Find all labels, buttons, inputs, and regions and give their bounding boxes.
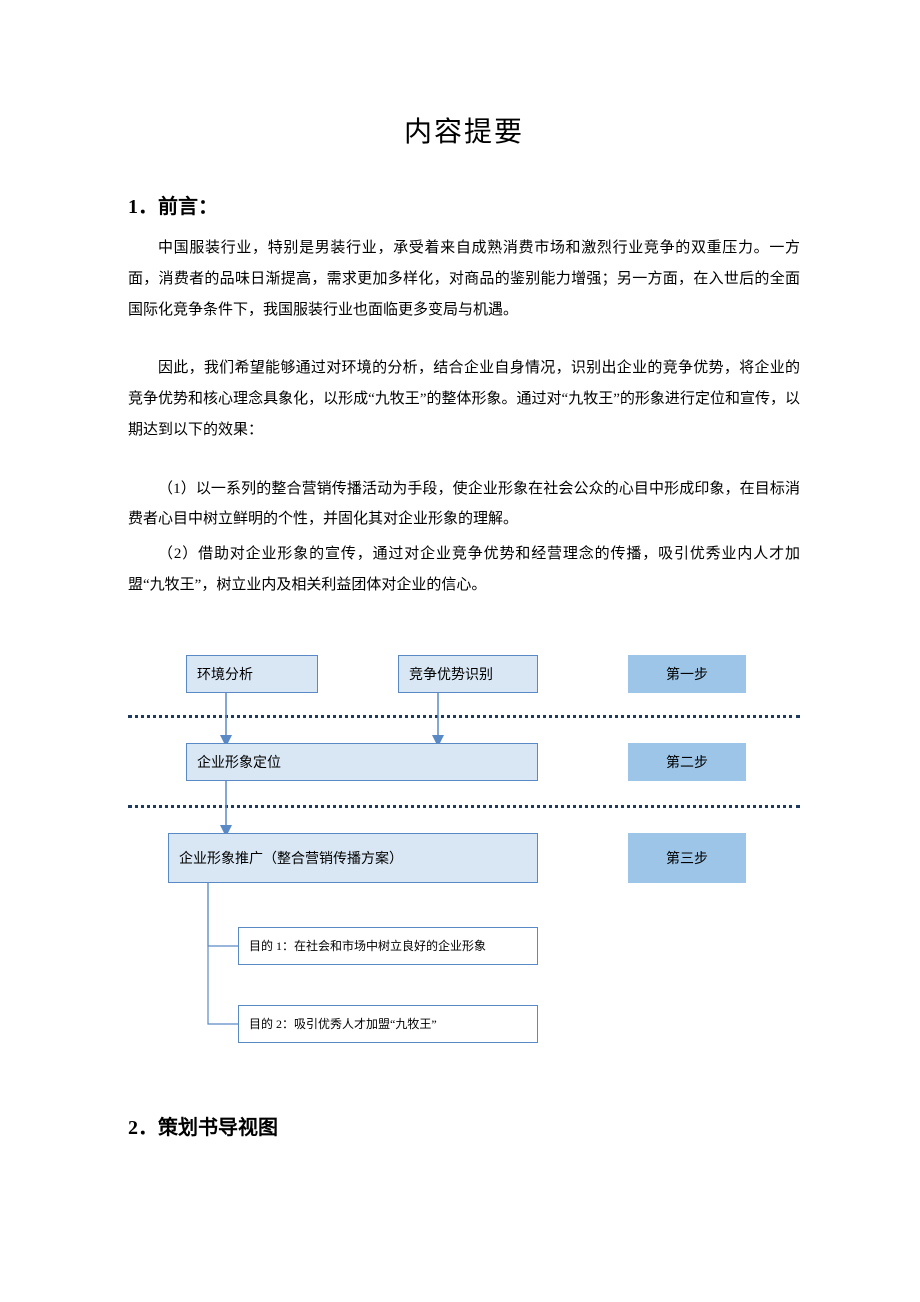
flow-step-2: 第二步 [628, 743, 746, 781]
flow-node-pos: 企业形象定位 [186, 743, 538, 781]
section-2-heading: 2．策划书导视图 [128, 1111, 800, 1140]
flow-node-goal1: 目的 1：在社会和市场中树立良好的企业形象 [238, 927, 538, 965]
flow-step-3: 第三步 [628, 833, 746, 883]
flow-node-comp: 竞争优势识别 [398, 655, 538, 693]
flow-node-goal2: 目的 2：吸引优秀人才加盟“九牧王” [238, 1005, 538, 1043]
section-1-p3: （1）以一系列的整合营销传播活动为手段，使企业形象在社会公众的心目中形成印象，在… [128, 474, 800, 536]
flow-step-1: 第一步 [628, 655, 746, 693]
section-1-p2: 因此，我们希望能够通过对环境的分析，结合企业自身情况，识别出企业的竞争优势，将企… [128, 353, 800, 445]
flowchart-diagram: 环境分析 竞争优势识别企业形象定位企业形象推广（整合营销传播方案） 目的 1：在社会… [128, 655, 800, 1063]
flow-node-env: 环境分析 [186, 655, 318, 693]
flow-node-promo: 企业形象推广（整合营销传播方案） [168, 833, 538, 883]
section-1-p4: （2）借助对企业形象的宣传，通过对企业竞争优势和经营理念的传播，吸引优秀业内人才… [128, 539, 800, 601]
page-title: 内容提要 [128, 110, 800, 150]
section-1-heading: 1．前言： [128, 190, 800, 219]
section-1-p1: 中国服装行业，特别是男装行业，承受着来自成熟消费市场和激烈行业竞争的双重压力。一… [128, 233, 800, 325]
